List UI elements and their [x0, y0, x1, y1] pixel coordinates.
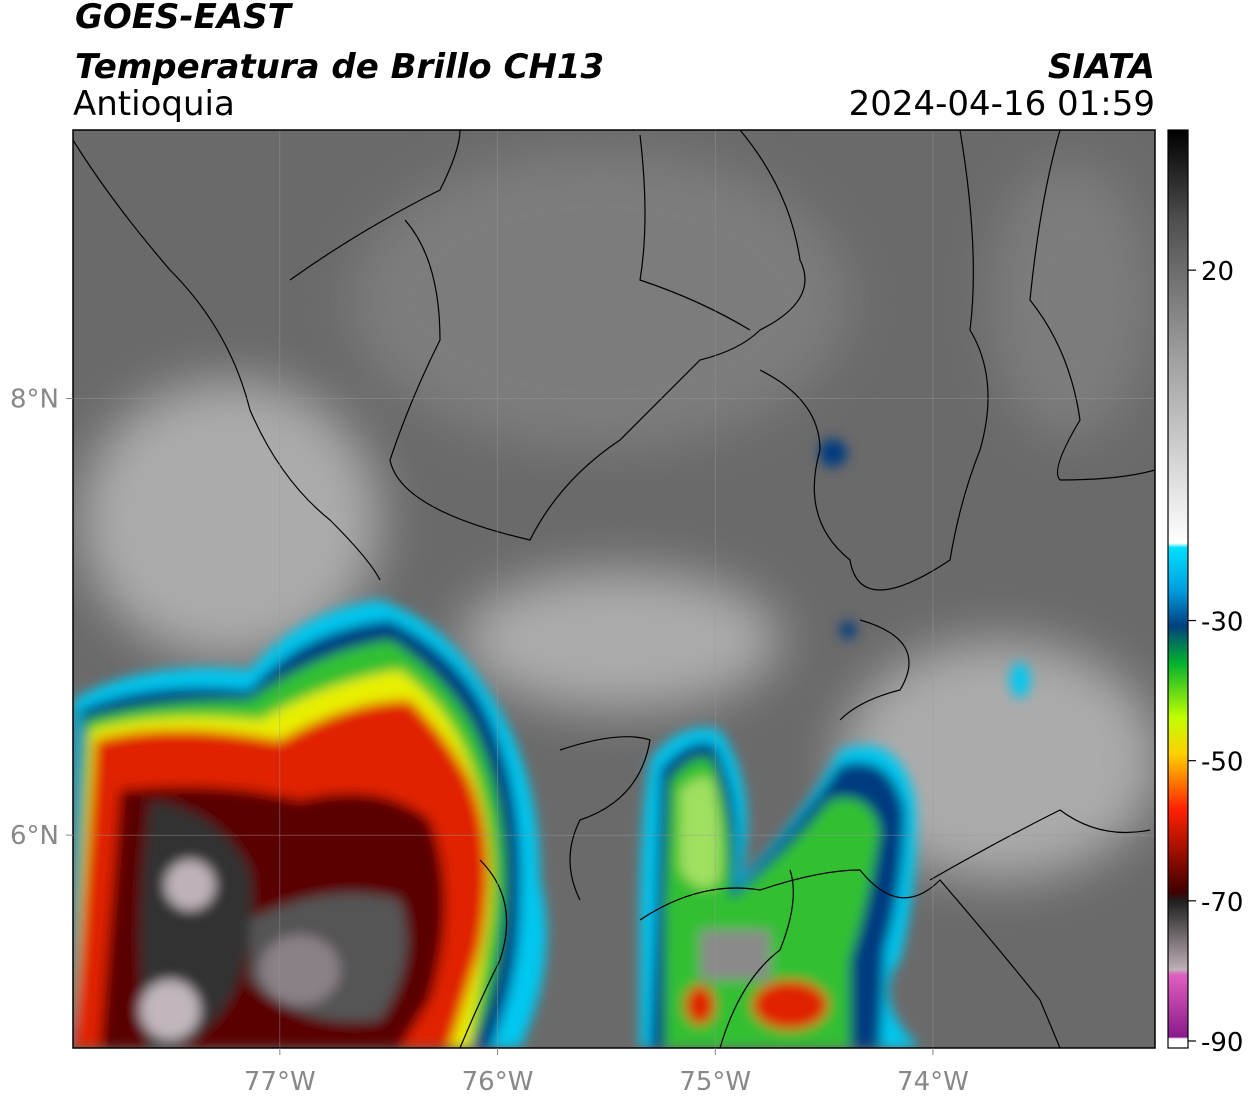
colorbar: [1167, 129, 1189, 1049]
colorbar-tick-label: -70: [1201, 888, 1243, 918]
subtitle: Temperatura de Brillo CH13: [75, 47, 604, 87]
map-frame: [72, 129, 1156, 1049]
y-tick-label: 8°N: [10, 385, 59, 415]
region: Antioquia: [73, 84, 235, 124]
timestamp: 2024-04-16 01:59: [849, 84, 1155, 124]
colorbar-tick-label: -30: [1201, 608, 1243, 638]
x-tick-label: 75°W: [679, 1067, 751, 1097]
source: SIATA: [1048, 47, 1155, 87]
satellite-image: [73, 130, 1155, 1048]
colorbar-tick-label: -90: [1201, 1028, 1243, 1058]
colorbar-tick-label: 20: [1201, 257, 1234, 287]
x-tick-label: 77°W: [244, 1067, 316, 1097]
x-tick-label: 76°W: [462, 1067, 534, 1097]
title: GOES-EAST: [75, 0, 294, 37]
graticule: [73, 130, 1155, 1048]
y-tick-label: 6°N: [10, 821, 59, 851]
x-tick-label: 74°W: [897, 1067, 969, 1097]
colorbar-tick-label: -50: [1201, 748, 1243, 778]
